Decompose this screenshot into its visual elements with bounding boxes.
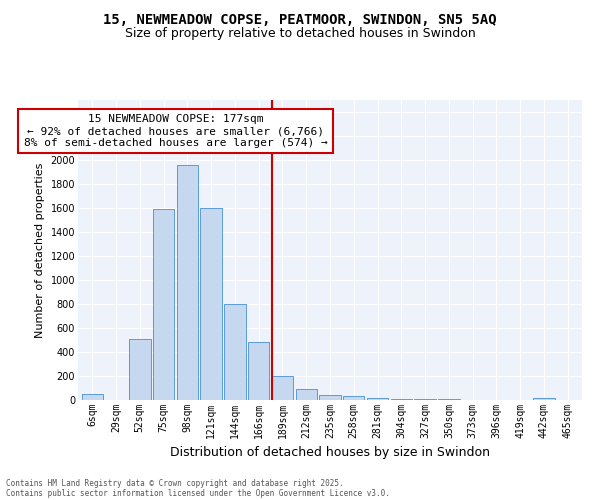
Bar: [533, 398, 554, 400]
Bar: [296, 389, 317, 400]
Y-axis label: Number of detached properties: Number of detached properties: [35, 162, 45, 338]
Bar: [129, 339, 151, 400]
X-axis label: Distribution of detached houses by size in Swindon: Distribution of detached houses by size …: [170, 446, 490, 460]
Text: 15, NEWMEADOW COPSE, PEATMOOR, SWINDON, SN5 5AQ: 15, NEWMEADOW COPSE, PEATMOOR, SWINDON, …: [103, 12, 497, 26]
Text: Contains HM Land Registry data © Crown copyright and database right 2025.: Contains HM Land Registry data © Crown c…: [6, 478, 344, 488]
Bar: [272, 376, 293, 400]
Text: Size of property relative to detached houses in Swindon: Size of property relative to detached ho…: [125, 28, 475, 40]
Bar: [153, 209, 174, 400]
Bar: [391, 399, 412, 400]
Bar: [343, 396, 364, 400]
Bar: [82, 394, 103, 400]
Bar: [176, 165, 198, 400]
Bar: [224, 304, 245, 400]
Bar: [248, 342, 269, 400]
Bar: [367, 398, 388, 400]
Text: 15 NEWMEADOW COPSE: 177sqm
← 92% of detached houses are smaller (6,766)
8% of se: 15 NEWMEADOW COPSE: 177sqm ← 92% of deta…: [23, 114, 328, 148]
Text: Contains public sector information licensed under the Open Government Licence v3: Contains public sector information licen…: [6, 488, 390, 498]
Bar: [319, 395, 341, 400]
Bar: [200, 208, 222, 400]
